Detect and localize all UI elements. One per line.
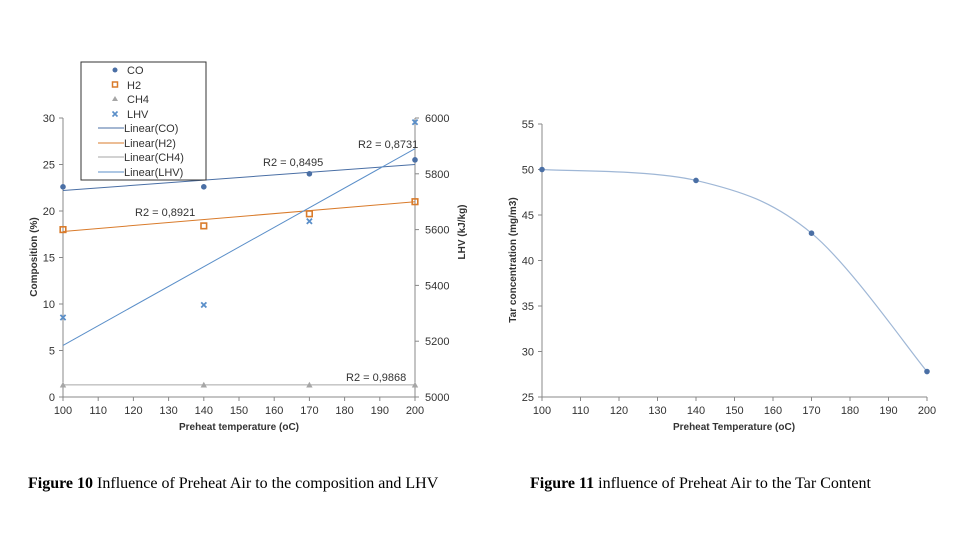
point-ch4 [59, 381, 67, 388]
chart2-y-tick-label: 50 [522, 165, 534, 177]
legend-linear-co: Linear(CO) [124, 123, 178, 135]
point-h2 [305, 210, 314, 218]
chart1-x-tick-label: 200 [406, 405, 424, 417]
legend-linear-lhv: Linear(LHV) [124, 167, 183, 179]
figure-11-number: Figure 11 [530, 475, 595, 492]
chart1-y2-tick-label: 5800 [425, 169, 449, 181]
point-tar [924, 368, 930, 375]
figure-11-text: influence of Preheat Air to the Tar Cont… [594, 475, 871, 492]
r2-co: R2 = 0,8495 [263, 157, 323, 169]
chart1-x-tick-label: 190 [371, 405, 389, 417]
chart1-y-tick-label: 20 [43, 206, 55, 218]
chart2-x-tick-label: 140 [687, 405, 705, 417]
chart1-y2-axis-label: LHV (kJ/kg) [457, 204, 468, 259]
point-ch4 [306, 381, 313, 388]
legend-ch4: CH4 [127, 94, 149, 106]
chart1-y2-tick-label: 5200 [425, 336, 449, 348]
chart1-x-tick-label: 150 [230, 405, 248, 417]
legend-h2: H2 [127, 80, 141, 92]
point-h2 [200, 222, 208, 230]
chart2-x-tick-label: 130 [648, 405, 666, 417]
figure-10-text: Influence of Preheat Air to the composit… [93, 475, 439, 492]
point-tar [693, 177, 699, 184]
chart1-x-tick-label: 100 [54, 405, 72, 417]
chart2-x-tick-label: 190 [879, 405, 897, 417]
r2-h2: R2 = 0,8921 [135, 207, 195, 219]
chart1-y-tick-label: 0 [49, 392, 55, 404]
chart1-y-tick-label: 30 [43, 113, 55, 125]
chart1-x-axis-label: Preheat temperature (oC) [179, 422, 299, 433]
chart2-y-tick-label: 40 [522, 256, 534, 268]
chart1-x-tick-label: 130 [159, 405, 177, 417]
legend-h2-marker [111, 81, 119, 88]
trendline-co [62, 164, 416, 192]
point-tar [808, 230, 815, 236]
chart1-y-tick-label: 10 [43, 299, 55, 311]
chart2-x-tick-label: 200 [918, 405, 936, 417]
chart1-y-tick-label: 5 [49, 346, 55, 358]
chart2-y-tick-label: 30 [522, 347, 534, 359]
chart1-x-tick-label: 120 [124, 405, 142, 417]
tar-curve [541, 168, 928, 372]
chart2-y-tick-label: 55 [522, 119, 534, 131]
legend-linear-h2: Linear(H2) [124, 138, 176, 150]
point-lhv [59, 314, 67, 321]
point-co [201, 184, 207, 190]
figure-10-number: Figure 10 [28, 475, 94, 492]
chart1-y2-tick-label: 6000 [425, 113, 449, 125]
chart2-y-axis-label: Tar concentration (mg/m3) [508, 197, 519, 322]
chart2-x-tick-label: 180 [841, 405, 859, 417]
chart1-y-tick-label: 15 [43, 253, 55, 265]
chart1-x-tick-label: 110 [89, 405, 107, 417]
chart1-y-axis-label: Composition (%) [29, 217, 40, 296]
figure-10-caption: Figure 10 Influence of Preheat Air to th… [28, 475, 458, 493]
chart1-y2-tick-label: 5400 [425, 280, 449, 292]
point-lhv [306, 217, 313, 225]
chart2-x-tick-label: 150 [725, 405, 743, 417]
chart2-y-tick-label: 35 [522, 301, 534, 313]
point-ch4 [200, 381, 207, 388]
chart2-x-tick-label: 100 [533, 405, 551, 417]
chart1-x-tick-label: 180 [335, 405, 353, 417]
trendline-lhv [62, 148, 416, 346]
legend-co: CO [127, 65, 144, 77]
trendline-h2 [62, 201, 416, 232]
point-co [306, 171, 313, 177]
point-tar [539, 166, 545, 173]
point-lhv [200, 301, 208, 309]
chart-composition-lhv: 100 110 120 130 140 150 160 170 180 190 200 0 5 10 15 2… [29, 61, 468, 433]
point-lhv [411, 118, 419, 126]
chart2-x-tick-label: 170 [802, 405, 820, 417]
r2-ch4: R2 = 0,9868 [346, 372, 406, 384]
chart1-x-tick-label: 140 [195, 405, 213, 417]
chart1-legend: CO H2 CH4 LHV Linear(CO) Linear(H2) Line… [80, 61, 207, 181]
legend-ch4-marker [112, 96, 118, 101]
chart1-y2-tick-label: 5000 [425, 392, 449, 404]
chart2-x-tick-label: 120 [610, 405, 628, 417]
legend-lhv-marker [111, 110, 119, 118]
point-h2 [59, 226, 67, 234]
chart1-y-tick-label: 25 [43, 160, 55, 172]
chart1-y2-tick-label: 5600 [425, 225, 449, 237]
point-h2 [411, 198, 419, 206]
r2-lhv: R2 = 0,8731 [358, 139, 418, 151]
chart1-x-tick-label: 170 [300, 405, 318, 417]
point-co [60, 184, 66, 190]
chart-tar-content: 100 110 120 130 140 150 160 170 180 190 200 25 30 35 4… [508, 119, 936, 433]
point-ch4 [411, 381, 419, 388]
legend-lhv: LHV [127, 109, 149, 121]
chart2-y-tick-label: 25 [522, 392, 534, 404]
chart2-x-axis-label: Preheat Temperature (oC) [673, 422, 795, 433]
legend-linear-ch4: Linear(CH4) [124, 152, 184, 164]
legend-co-marker [112, 67, 118, 73]
point-co [412, 157, 418, 163]
chart2-y-tick-label: 45 [522, 210, 534, 222]
figure-11-caption: Figure 11 influence of Preheat Air to th… [530, 475, 950, 493]
chart2-x-tick-label: 160 [764, 405, 782, 417]
chart1-x-tick-label: 160 [265, 405, 283, 417]
chart2-x-tick-label: 110 [572, 405, 590, 417]
